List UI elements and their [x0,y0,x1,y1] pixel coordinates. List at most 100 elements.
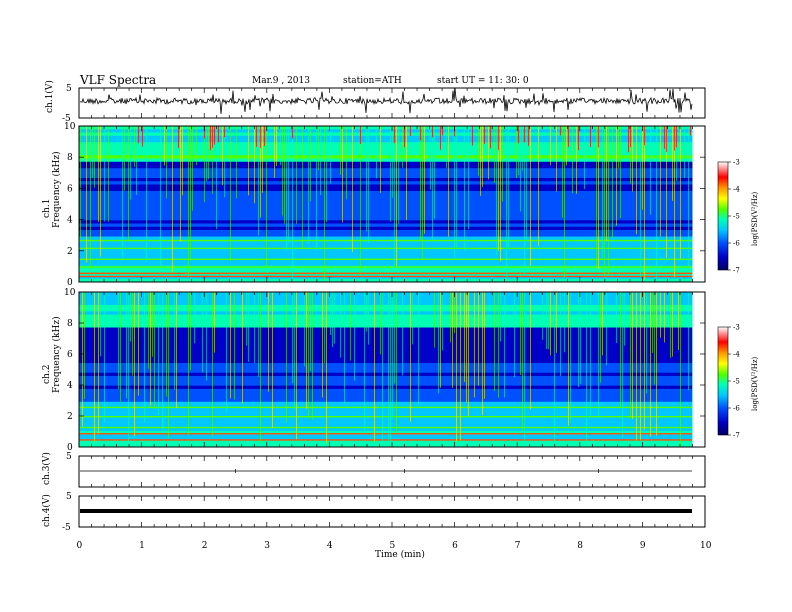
spectrogram-streak [620,292,621,408]
y-tick-label: 10 [64,122,76,132]
x-tick-label: 0 [77,541,83,551]
spectrogram-streak [344,292,345,404]
spectrogram-band [79,174,693,179]
spectrogram-hot-streak [518,126,519,144]
spectrogram-streak [266,126,267,267]
spectrogram-streak [324,292,325,364]
x-tick-label: 1 [139,541,145,551]
spectrogram-streak [576,126,577,194]
spectrogram-streak [676,126,677,181]
spectrogram-band [79,259,693,264]
spectrogram-streak [660,126,661,237]
spectrogram-streak [340,292,341,358]
spectrogram-band [79,233,693,238]
spectrogram-streak [504,292,505,398]
spectrogram-streak [560,292,561,377]
spectrogram-narrowband-line [79,433,693,435]
spectrogram-streak [322,292,323,398]
spectrogram-hot-streak [528,126,529,146]
spectrogram-narrowband-line [79,258,693,260]
spectrogram-streak [468,126,469,230]
spectrogram-hot-streak [664,126,665,149]
spectrogram-streak [132,292,133,376]
spectrogram-streak [118,292,119,390]
spectrogram-streak [548,292,549,350]
spectrogram-streak [674,126,675,278]
spectrogram-streak [202,292,203,373]
spectrogram-streak [246,292,247,346]
spectrogram-band [79,197,693,202]
spectrogram-streak [158,292,159,415]
colorbar-tick-label: -5 [733,213,740,221]
spectrogram-streak [368,126,369,244]
spectrogram-band [79,295,693,300]
spectrogram-streak [396,126,397,267]
spectrogram-streak [488,126,489,180]
spectrogram-streak [420,126,421,241]
spectrogram-streak [286,126,287,251]
spectrogram-band [79,165,693,169]
spectrogram-streak [392,126,393,198]
spectrogram-narrowband-line [79,239,693,242]
spectrogram-streak [214,292,215,353]
spectrogram-streak [496,126,497,255]
spectrogram-streak [394,126,395,268]
spectrogram-streak [128,292,129,445]
spectrogram-streak [260,126,261,218]
spectrogram-streak [104,126,105,222]
ch1-spec-label: ch.1 [42,199,52,218]
spectrogram-streak [330,126,331,184]
spectrogram-streak [656,126,657,279]
spectrogram-streak [642,126,643,210]
spectrogram-streak [606,292,607,366]
spectrogram-streak [92,126,93,179]
spectrogram-streak [148,292,149,369]
colorbar-tick-label: -4 [733,351,740,359]
spectrogram-streak [456,292,457,442]
ch1-spectrogram-image [79,126,705,282]
colorbar-tick-label: -4 [733,186,740,194]
spectrogram-streak [572,126,573,194]
spectrogram-streak [402,126,403,168]
figure-title: VLF Spectra [79,73,156,87]
spectrogram-streak [402,292,403,376]
header-date: Mar.9 , 2013 [252,76,310,86]
spectrogram-band [79,427,693,432]
spectrogram-band [79,223,693,228]
spectrogram-streak [282,126,283,216]
spectrogram-streak [152,292,153,357]
spectrogram-streak [494,126,495,183]
spectrogram-streak [100,292,101,357]
spectrogram-streak [194,292,195,344]
spectrogram-narrowband-line [79,275,693,278]
spectrogram-streak [242,292,243,404]
spectrogram-streak [230,126,231,262]
spectrogram-streak [664,292,665,343]
spectrogram-streak [398,126,399,224]
spectrogram-streak [530,292,531,410]
spectrogram-band [79,350,693,354]
spectrogram-streak [374,292,375,443]
spectrogram-streak [672,292,673,357]
spectrogram-streak [146,126,147,262]
spectrogram-streak [630,126,631,184]
spectrogram-hot-streak [560,126,561,136]
spectrogram-streak [640,126,641,277]
spectrogram-streak [622,292,623,438]
spectrogram-streak [448,126,449,237]
spectrogram-streak [584,126,585,190]
spectrogram-streak [482,126,483,188]
spectrogram-streak [474,292,475,398]
spectrogram-band [79,340,693,345]
spectrogram-band [79,330,693,335]
spectrogram-streak [306,292,307,409]
spectrogram-band [79,356,693,361]
spectrogram-streak [580,292,581,384]
spectrogram-streak [516,126,517,179]
spectrogram-streak [320,126,321,195]
spectrogram-streak [316,126,317,251]
x-tick-label: 10 [700,541,712,551]
spectrogram-band [79,359,693,364]
